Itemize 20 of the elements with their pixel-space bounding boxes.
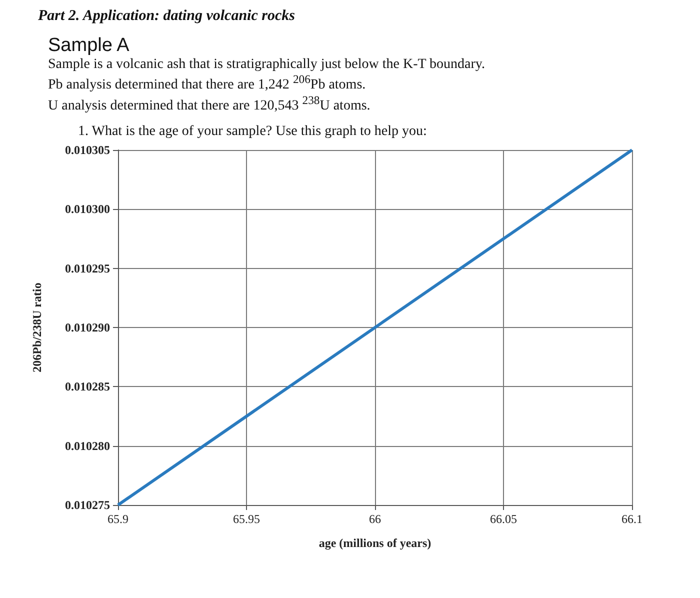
text: Sample is a volcanic ash that is stratigraphically just below the K-T boundary. [48,57,486,73]
x-tick-label: 66.1 [622,512,642,526]
x-axis-title: age (millions of years) [318,536,432,550]
text: U analysis determined that there are 120,543 $^{238}$U atoms. [48,94,372,114]
y-tick-label: 0.010295 [65,262,110,276]
y-tick-label: 0.010290 [65,320,110,335]
y-tick-label: 0.010280 [65,439,110,454]
y-axis-title: 206Pb/238U ratio [30,282,44,373]
x-tick-label: 66.05 [490,512,517,526]
chart-subtitle: Sample A [48,35,130,57]
y-tick-label: 0.010275 [65,498,110,512]
y-tick-label: 0.010285 [65,380,110,394]
x-tick-label: 65.9 [108,512,128,526]
x-tick-label: 65.95 [233,512,260,526]
text: Pb analysis determined that there are 1,242 $^{206}$Pb atoms. [48,73,367,94]
y-tick-label: 0.010300 [65,202,110,216]
y-tick-label: 0.010305 [65,143,110,158]
x-tick-label: 66 [369,512,381,526]
text: 1. What is the age of your sample? Use this graph to help you: [78,124,428,140]
chart-title: Part 2. Application: dating volcanic rocks [38,8,296,25]
